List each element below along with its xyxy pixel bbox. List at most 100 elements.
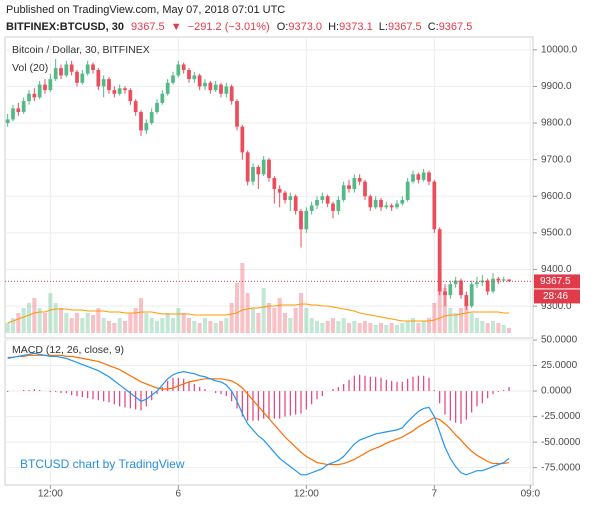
candle-body <box>373 199 378 208</box>
candle-body <box>261 159 266 175</box>
candle-body <box>320 196 325 200</box>
ohlc-label: H: <box>328 21 339 33</box>
watermark: BTCUSD chart by TradingView <box>20 457 185 471</box>
volume-layer <box>5 263 512 333</box>
volume-bar <box>122 321 128 333</box>
volume-bar <box>106 321 112 333</box>
x-tick-label: 09:0 <box>521 489 541 500</box>
volume-bar <box>186 318 192 333</box>
volume-bar <box>21 308 26 333</box>
candle-body <box>165 82 170 94</box>
volume-bar <box>352 321 357 333</box>
ohlc-label: C: <box>428 21 439 33</box>
volume-bar <box>197 323 202 333</box>
volume-bar <box>218 321 224 333</box>
candle-body <box>352 177 357 189</box>
volume-bar <box>426 318 432 333</box>
volume-bar <box>202 318 208 333</box>
countdown-box <box>534 289 580 304</box>
volume-bar <box>362 321 368 333</box>
candle-body <box>240 126 245 153</box>
candle-layer <box>5 58 533 310</box>
candle-body <box>325 196 330 204</box>
volume-bar <box>69 318 74 333</box>
candle-body <box>187 69 191 80</box>
y-tick-label: 25.0000 <box>541 360 578 371</box>
volume-bar <box>346 323 352 333</box>
last-price-label: 9367.5 <box>540 276 571 287</box>
volume-bar <box>373 325 378 333</box>
volume-bar <box>240 263 245 333</box>
y-tick-label: -25.0000 <box>541 411 581 422</box>
candle-body <box>192 75 197 80</box>
candle-body <box>112 90 117 94</box>
candle-body <box>363 181 367 197</box>
candle-body <box>277 188 282 193</box>
candle-body <box>75 71 79 83</box>
candle-body <box>379 199 383 208</box>
volume-bar <box>325 321 330 333</box>
volume-bar <box>149 318 154 333</box>
volume-bar <box>298 293 304 333</box>
volume-legend: Vol (20) <box>12 62 48 74</box>
volume-bar <box>442 288 448 333</box>
volume-bar <box>96 308 101 333</box>
volume-bar <box>421 321 426 333</box>
candle-body <box>491 278 495 292</box>
volume-bar <box>341 318 346 333</box>
volume-bar <box>384 325 389 333</box>
y-tick-label: 9700.0 <box>541 154 572 165</box>
volume-bar <box>160 318 165 333</box>
symbol: BITFINEX:BTCUSD, 30 <box>6 21 124 33</box>
published-line: Published on TradingView.com, May 07, 20… <box>6 4 285 16</box>
volume-bar <box>501 325 506 333</box>
candle-body <box>133 101 138 113</box>
candle-body <box>160 93 165 103</box>
candle-body <box>411 174 415 182</box>
y-tick-label: 9400.0 <box>541 264 572 275</box>
candle-body <box>272 177 277 189</box>
candle-body <box>176 64 181 76</box>
y-tick-label: 0.0000 <box>541 386 572 397</box>
candle-body <box>357 177 362 182</box>
candle-body <box>453 280 458 285</box>
volume-bar <box>506 328 512 333</box>
y-tick-label: 50.0000 <box>541 335 578 346</box>
volume-bar <box>58 308 64 333</box>
volume-bar <box>357 323 362 333</box>
volume-bar <box>133 308 138 333</box>
volume-bar <box>272 308 277 333</box>
candle-body <box>208 82 213 91</box>
volume-bar <box>80 318 85 333</box>
candle-body <box>304 210 309 230</box>
y-tick-label: 10000.0 <box>541 44 578 55</box>
candle-body <box>53 68 58 80</box>
last-price-box <box>534 274 580 289</box>
candle-body <box>224 86 229 94</box>
candle-body <box>368 196 373 208</box>
candle-body <box>427 172 431 182</box>
candle-body <box>5 119 10 124</box>
volume-bar <box>64 313 69 333</box>
candle-body <box>267 159 271 178</box>
candle-body <box>256 166 261 175</box>
volume-ma <box>7 303 509 324</box>
volume-bar <box>448 308 453 333</box>
volume-bar <box>224 318 229 333</box>
volume-bar <box>176 308 181 333</box>
volume-bar <box>154 321 160 333</box>
candle-body <box>293 196 298 211</box>
volume-bar <box>485 323 490 333</box>
candle-body <box>59 68 63 76</box>
volume-bar <box>261 288 266 333</box>
x-tick-label: 6 <box>176 489 182 500</box>
volume-bar <box>42 313 48 333</box>
candle-body <box>64 64 69 76</box>
candle-body <box>400 199 405 204</box>
volume-bar <box>288 318 293 333</box>
candle-body <box>443 291 447 296</box>
volume-bar <box>320 323 325 333</box>
ohlc-value: 9367.5 <box>439 21 473 33</box>
volume-bar <box>410 318 416 333</box>
